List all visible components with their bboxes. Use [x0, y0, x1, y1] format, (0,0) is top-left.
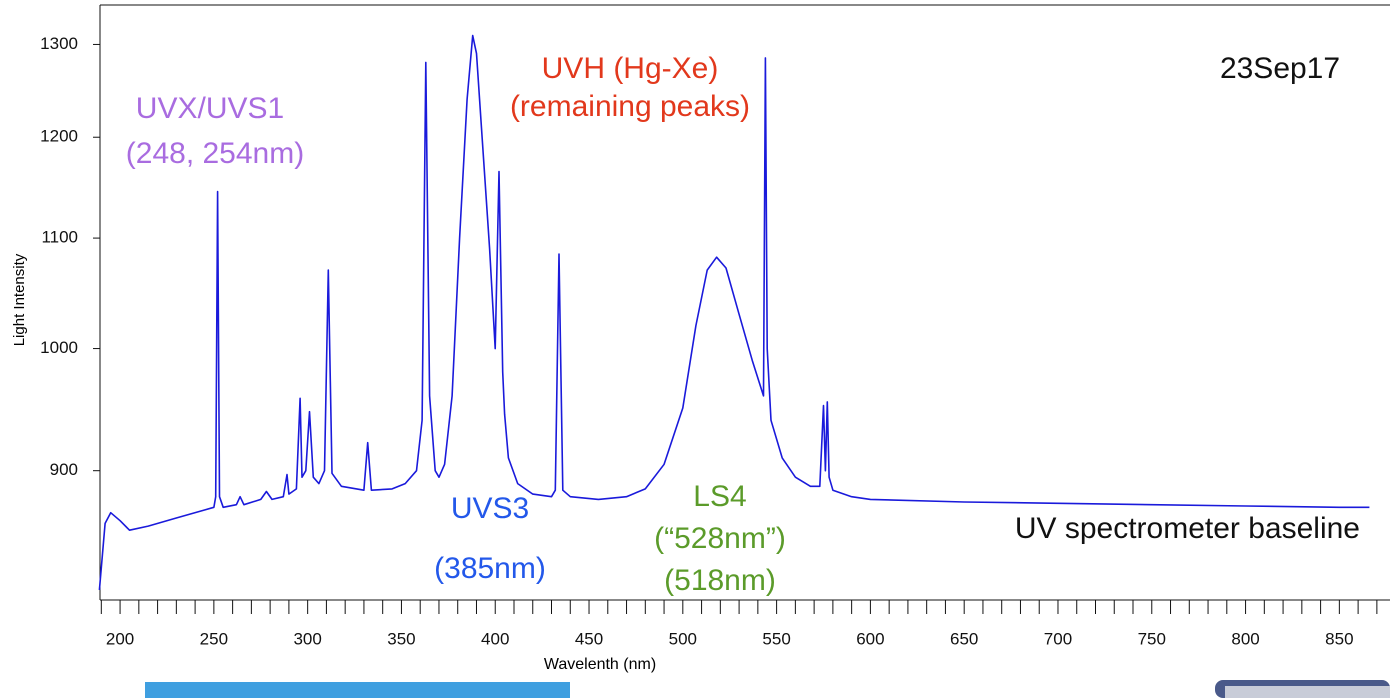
x-tick-label: 800: [1231, 629, 1259, 648]
x-tick-label: 350: [387, 629, 415, 648]
y-tick-label: 900: [50, 460, 78, 479]
annotation: (remaining peaks): [510, 90, 750, 123]
x-tick-label: 850: [1325, 629, 1353, 648]
y-tick-label: 1100: [41, 228, 78, 247]
x-tick-label: 600: [856, 629, 884, 648]
annotation: 23Sep17: [1220, 52, 1340, 85]
x-tick-label: 250: [200, 629, 228, 648]
annotation: UVX/UVS1: [136, 92, 284, 125]
annotation: UVH (Hg-Xe): [542, 52, 719, 85]
x-tick-label: 750: [1138, 629, 1166, 648]
x-tick-label: 550: [762, 629, 790, 648]
x-axis-label: Wavelenth (nm): [544, 656, 656, 673]
x-tick-label: 650: [950, 629, 978, 648]
annotation: (518nm): [664, 564, 776, 597]
x-tick-label: 700: [1044, 629, 1072, 648]
y-tick-label: 1200: [40, 127, 78, 146]
y-tick-label: 1300: [40, 34, 78, 53]
spectrum-line: [98, 34, 1370, 591]
y-tick-label: 1000: [40, 338, 78, 357]
annotation: (385nm): [434, 552, 546, 585]
annotation: LS4: [693, 480, 746, 513]
annotation: UV spectrometer baseline: [1015, 512, 1360, 545]
x-tick-label: 450: [575, 629, 603, 648]
x-tick-label: 400: [481, 629, 509, 648]
annotation: (“528nm”): [654, 522, 786, 555]
y-axis-label: Light Intensity: [11, 253, 28, 346]
photo-fragment: [145, 682, 570, 698]
x-tick-label: 500: [669, 629, 697, 648]
annotation: UVS3: [451, 492, 529, 525]
x-tick-label: 300: [293, 629, 321, 648]
annotation: (248, 254nm): [126, 137, 304, 170]
x-tick-label: 200: [106, 629, 134, 648]
photo-fragment: [1225, 686, 1390, 698]
